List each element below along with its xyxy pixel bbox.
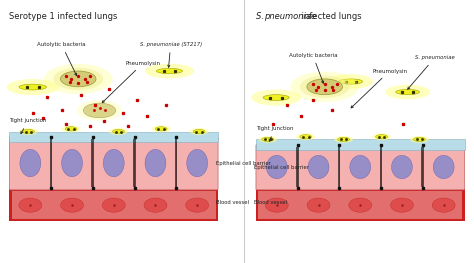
Text: Autolytic bacteria: Autolytic bacteria — [37, 42, 86, 75]
Ellipse shape — [307, 79, 342, 95]
Text: Autolytic bacteria: Autolytic bacteria — [289, 53, 337, 83]
Ellipse shape — [339, 79, 363, 84]
Bar — [421, 147, 424, 187]
Ellipse shape — [62, 125, 81, 132]
Ellipse shape — [300, 135, 312, 139]
FancyBboxPatch shape — [423, 145, 465, 190]
Ellipse shape — [385, 85, 430, 99]
FancyBboxPatch shape — [9, 137, 51, 190]
Text: Tight junction: Tight junction — [256, 126, 293, 141]
Text: Blood vessel: Blood vessel — [216, 200, 249, 205]
Text: infected lungs: infected lungs — [299, 12, 361, 21]
Ellipse shape — [433, 155, 454, 179]
Ellipse shape — [44, 64, 113, 94]
Text: Epithelial cell barrier: Epithelial cell barrier — [216, 160, 271, 166]
Ellipse shape — [300, 76, 349, 98]
FancyBboxPatch shape — [176, 137, 218, 190]
Ellipse shape — [375, 135, 388, 139]
Ellipse shape — [187, 149, 208, 177]
Text: S. pneumoniae: S. pneumoniae — [408, 55, 455, 89]
Text: Tight junction: Tight junction — [9, 118, 47, 134]
Ellipse shape — [54, 68, 103, 90]
Bar — [296, 147, 299, 187]
Ellipse shape — [266, 155, 287, 179]
Ellipse shape — [19, 128, 38, 135]
Ellipse shape — [144, 198, 167, 212]
Text: Pneumolysin: Pneumolysin — [351, 68, 407, 108]
Bar — [9, 132, 218, 142]
Ellipse shape — [145, 64, 194, 78]
Ellipse shape — [334, 136, 353, 143]
Ellipse shape — [263, 95, 289, 100]
Text: S. pneumoniae (ST217): S. pneumoniae (ST217) — [139, 42, 202, 67]
Text: Blood vessel: Blood vessel — [254, 200, 287, 205]
Text: Pneumolysin: Pneumolysin — [102, 60, 161, 103]
Text: Serotype 1 infected lungs: Serotype 1 infected lungs — [9, 12, 118, 21]
Ellipse shape — [19, 84, 46, 90]
Ellipse shape — [19, 198, 42, 212]
Bar — [91, 139, 94, 187]
Ellipse shape — [102, 198, 125, 212]
Ellipse shape — [61, 71, 96, 87]
Ellipse shape — [432, 198, 455, 212]
Bar — [9, 189, 218, 221]
Ellipse shape — [22, 129, 34, 134]
Text: Epithelial cell barrier: Epithelial cell barrier — [254, 164, 309, 170]
Ellipse shape — [145, 149, 166, 177]
Ellipse shape — [77, 100, 122, 121]
Ellipse shape — [392, 155, 412, 179]
Ellipse shape — [258, 136, 277, 143]
Ellipse shape — [308, 155, 329, 179]
Ellipse shape — [265, 198, 288, 212]
Ellipse shape — [156, 68, 182, 74]
Ellipse shape — [349, 198, 372, 212]
Ellipse shape — [113, 129, 124, 134]
Ellipse shape — [62, 149, 82, 177]
Ellipse shape — [83, 103, 116, 118]
FancyBboxPatch shape — [135, 137, 176, 190]
Ellipse shape — [7, 79, 59, 95]
Ellipse shape — [152, 125, 171, 132]
Bar — [12, 191, 216, 219]
Ellipse shape — [61, 198, 83, 212]
Ellipse shape — [262, 137, 274, 141]
Ellipse shape — [251, 89, 301, 106]
Ellipse shape — [65, 127, 77, 131]
Ellipse shape — [410, 136, 429, 143]
Text: S.: S. — [256, 12, 266, 21]
Text: pneumoniae: pneumoniae — [264, 12, 316, 21]
FancyBboxPatch shape — [381, 145, 423, 190]
Ellipse shape — [328, 74, 373, 89]
Bar — [380, 147, 382, 187]
Ellipse shape — [396, 89, 419, 95]
Ellipse shape — [350, 155, 371, 179]
Bar — [175, 139, 177, 187]
Ellipse shape — [372, 133, 391, 140]
FancyBboxPatch shape — [256, 145, 298, 190]
Ellipse shape — [193, 129, 205, 134]
Bar — [256, 189, 465, 221]
Ellipse shape — [155, 127, 167, 131]
Ellipse shape — [337, 137, 349, 141]
Ellipse shape — [391, 198, 413, 212]
FancyBboxPatch shape — [93, 137, 135, 190]
Ellipse shape — [413, 137, 426, 141]
Ellipse shape — [290, 72, 359, 102]
Ellipse shape — [109, 128, 128, 135]
FancyBboxPatch shape — [339, 145, 381, 190]
Ellipse shape — [103, 149, 124, 177]
Bar — [338, 147, 340, 187]
Ellipse shape — [296, 133, 315, 140]
FancyBboxPatch shape — [51, 137, 93, 190]
Ellipse shape — [20, 149, 41, 177]
FancyBboxPatch shape — [298, 145, 339, 190]
Bar — [133, 139, 136, 187]
Bar — [50, 139, 52, 187]
Ellipse shape — [186, 198, 209, 212]
Bar — [258, 191, 462, 219]
Bar — [256, 139, 465, 150]
Ellipse shape — [190, 128, 209, 135]
Ellipse shape — [307, 198, 330, 212]
